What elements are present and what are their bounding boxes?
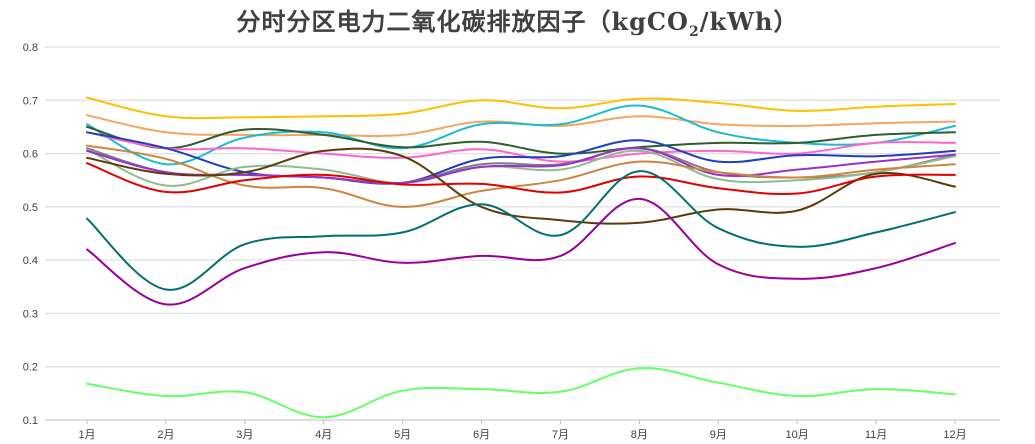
series-line-10 — [86, 144, 956, 208]
x-tick-label: 9月 — [710, 429, 727, 441]
x-tick-label: 3月 — [236, 429, 253, 441]
x-tick-label: 10月 — [786, 429, 809, 441]
series-lines — [86, 96, 956, 419]
y-tick-label: 0.3 — [23, 308, 38, 320]
x-tick-label: 6月 — [473, 429, 490, 441]
chart-title-tail: /kWh） — [699, 7, 799, 36]
series-line-11 — [86, 147, 956, 225]
x-tick-label: 4月 — [315, 429, 332, 441]
x-tick-label: 8月 — [631, 429, 648, 441]
chart-title-subscript: 2 — [688, 23, 700, 40]
series-line-4 — [86, 125, 956, 155]
series-line-6 — [86, 131, 956, 185]
chart-title-main: 分时分区电力二氧化碳排放因子（kgCO — [236, 7, 689, 36]
y-tick-label: 0.2 — [23, 362, 38, 374]
x-axis: 1月 2月 3月 4月 5月 6月 7月 8月 9月 10月 11月 12月 — [78, 420, 967, 441]
x-tick-label: 1月 — [78, 429, 95, 441]
y-axis: 0.1 0.2 0.3 0.4 0.5 0.6 0.7 0.8 — [23, 42, 38, 427]
series-line-1 — [86, 96, 956, 120]
x-tick-label: 12月 — [943, 429, 966, 441]
series-line-13 — [86, 170, 956, 291]
y-tick-label: 0.1 — [23, 415, 38, 427]
y-tick-label: 0.5 — [23, 202, 38, 214]
series-line-5 — [86, 131, 956, 163]
chart-title: 分时分区电力二氧化碳排放因子（kgCO2/kWh） — [0, 2, 1035, 40]
y-tick-label: 0.6 — [23, 149, 38, 161]
series-line-8 — [86, 148, 956, 187]
y-tick-label: 0.7 — [23, 95, 38, 107]
gridlines — [45, 46, 1000, 421]
series-line-15 — [86, 367, 956, 419]
x-tick-label: 5月 — [394, 429, 411, 441]
series-line-9 — [86, 147, 956, 185]
x-tick-label: 7月 — [552, 429, 569, 441]
x-tick-label: 11月 — [865, 429, 887, 441]
y-tick-label: 0.8 — [23, 42, 38, 54]
x-tick-label: 2月 — [157, 429, 174, 441]
y-tick-label: 0.4 — [23, 255, 38, 267]
series-line-14 — [86, 197, 956, 306]
series-line-12 — [86, 162, 956, 196]
